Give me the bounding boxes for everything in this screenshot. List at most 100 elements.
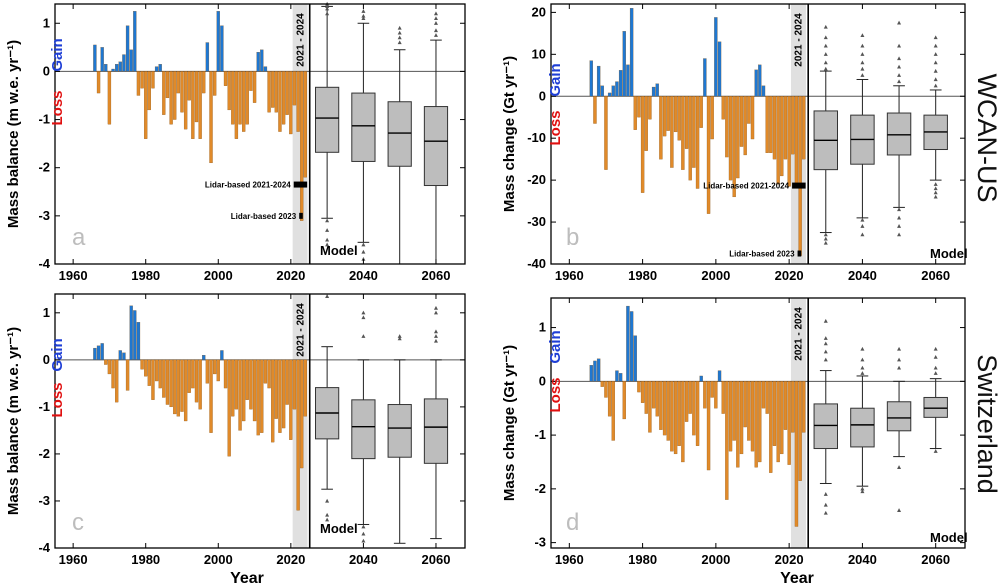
- box-outlier: [823, 318, 828, 323]
- x-tick-label: 1980: [628, 552, 657, 567]
- y-tick-label: 10: [532, 46, 546, 61]
- observed-bar: [209, 71, 213, 164]
- observed-bar: [278, 359, 282, 433]
- box-outlier: [325, 4, 330, 9]
- y-tick-label: 0: [539, 373, 546, 388]
- observed-bar: [615, 81, 619, 97]
- observed-bar: [107, 359, 112, 375]
- x-tick-label: 1960: [555, 552, 584, 567]
- observed-bar: [107, 71, 112, 125]
- loss-label-group: Loss: [547, 377, 564, 412]
- observed-bar: [783, 381, 788, 430]
- box-outlier: [897, 207, 902, 212]
- x-tick-label: 2000: [701, 268, 730, 283]
- observed-bar: [802, 381, 806, 433]
- ylabel-group: Mass change (Gt yr⁻¹): [501, 56, 518, 212]
- box-outlier: [433, 21, 438, 25]
- observed-bar: [662, 381, 667, 436]
- box-outlier: [897, 56, 902, 61]
- gain-label-group: Gain: [49, 38, 66, 71]
- observed-bar: [629, 311, 634, 382]
- box-outlier: [823, 502, 828, 507]
- gain-label-group: Gain: [547, 63, 564, 96]
- observed-bar: [622, 31, 626, 97]
- observed-bar: [699, 96, 703, 128]
- panel-letter: d: [566, 509, 579, 536]
- observed-bar: [769, 96, 773, 153]
- x-tick-label: 1980: [131, 552, 160, 567]
- box-outlier: [325, 498, 330, 503]
- observed-bar: [710, 96, 714, 140]
- box-outlier: [361, 16, 366, 21]
- observed-bar: [93, 44, 97, 72]
- observed-bar: [688, 381, 692, 414]
- box-outlier: [933, 365, 938, 370]
- box-outlier: [933, 354, 938, 359]
- observed-bar: [274, 359, 278, 419]
- observed-bar: [589, 60, 593, 97]
- observed-bar: [267, 359, 271, 389]
- observed-bar: [772, 381, 777, 446]
- observed-bar: [140, 359, 144, 370]
- observed-bar: [622, 381, 626, 420]
- ylabel-group: Mass balance (m w.e. yr⁻¹): [5, 327, 22, 515]
- y-tick-label: -2: [38, 446, 50, 461]
- observed-bar: [292, 359, 297, 410]
- lidar-label: Lidar-based 2023: [729, 250, 795, 259]
- observed-bar: [703, 58, 707, 97]
- y-tick-label: 0: [43, 63, 50, 78]
- observed-bar: [133, 310, 137, 360]
- loss-label: Loss: [547, 377, 564, 412]
- observed-bar: [245, 71, 249, 125]
- loss-label-group: Loss: [49, 382, 66, 417]
- gain-label: Gain: [547, 330, 564, 363]
- observed-bar: [615, 370, 619, 382]
- box-outlier: [897, 73, 902, 77]
- model-box: [387, 101, 412, 167]
- observed-bar: [633, 96, 637, 130]
- observed-bar: [600, 381, 604, 387]
- model-label: Model: [320, 521, 358, 536]
- observed-bar: [242, 71, 246, 132]
- observed-bar: [111, 359, 115, 389]
- observed-bar: [714, 17, 718, 97]
- y-tick-label: 1: [43, 305, 50, 320]
- model-box: [351, 92, 376, 162]
- observed-bar: [677, 96, 681, 141]
- observed-bar: [111, 68, 115, 72]
- observed-bar: [263, 66, 268, 72]
- box-outlier: [361, 13, 366, 18]
- observed-bar: [296, 71, 300, 132]
- x-tick-label: 2060: [422, 552, 451, 567]
- observed-bar: [118, 350, 122, 360]
- observed-bar: [212, 71, 217, 96]
- x-tick-label: 1960: [59, 552, 88, 567]
- observed-bar: [191, 71, 195, 139]
- panel-letter: c: [72, 509, 84, 536]
- box-outlier: [860, 357, 865, 362]
- box-outlier: [860, 346, 865, 351]
- period-label-group: 2021 - 2024: [794, 307, 805, 361]
- observed-bar: [673, 381, 678, 455]
- observed-bar: [743, 96, 747, 156]
- box-outlier: [361, 242, 366, 247]
- lidar-label: Lidar-based 2021-2024: [205, 181, 291, 190]
- observed-bar: [673, 96, 678, 133]
- observed-bar: [173, 359, 177, 415]
- observed-bar: [296, 359, 300, 511]
- y-tick-label: -3: [38, 208, 50, 223]
- observed-bar: [289, 71, 293, 135]
- observed-bar: [125, 25, 130, 72]
- lidar-marker: [293, 181, 308, 188]
- observed-bar: [728, 381, 733, 452]
- observed-bar: [256, 359, 260, 436]
- observed-bar: [173, 71, 177, 120]
- x-tick-label: 2060: [921, 268, 950, 283]
- model-box: [886, 112, 912, 156]
- observed-bar: [198, 71, 202, 139]
- observed-bar: [202, 355, 206, 360]
- observed-bar: [187, 71, 191, 101]
- y-tick-label: 20: [532, 4, 546, 19]
- observed-bar: [129, 49, 133, 72]
- box-outlier: [361, 249, 366, 254]
